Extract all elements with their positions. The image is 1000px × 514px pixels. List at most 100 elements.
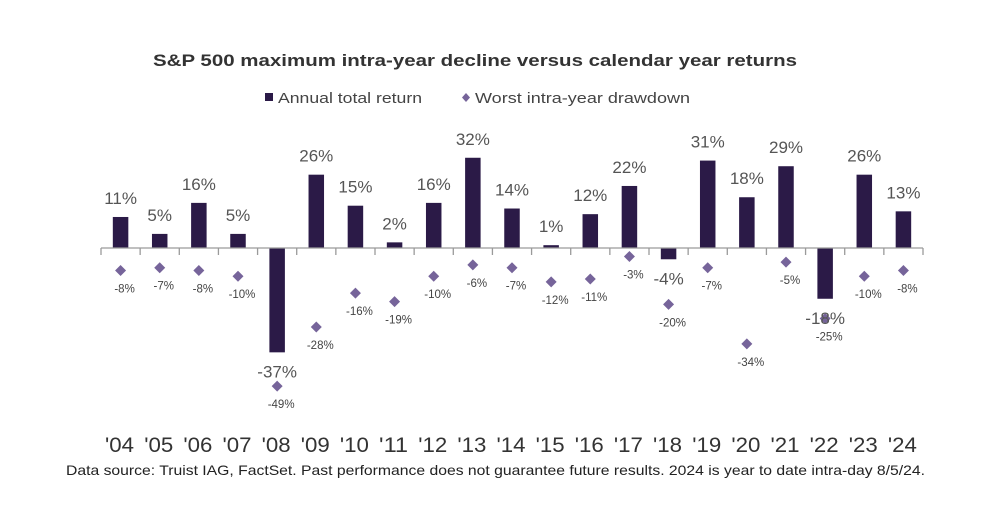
x-tick-label: '11: [379, 434, 408, 457]
drawdown-label-23: -10%: [855, 289, 882, 301]
bar-label-17: 22%: [612, 158, 646, 177]
bar-label-05: 5%: [147, 206, 172, 225]
bar-label-23: 26%: [847, 147, 881, 166]
bar-label-19: 31%: [691, 133, 725, 152]
plot-area: 11% 5% 16% 5% -37% 26% 15% 2% 16% 32% 14% 1% 12% 22% -…: [100, 130, 924, 457]
bar-label-13: 32%: [456, 130, 490, 149]
drawdown-label-04: -8%: [114, 284, 134, 296]
bar-21: [778, 166, 794, 248]
x-axis: [100, 247, 924, 255]
drawdown-diamond-09: [310, 321, 322, 333]
bar-label-11: 2%: [382, 214, 407, 233]
drawdown-diamond-11: [389, 296, 401, 308]
drawdown-label-15: -12%: [542, 295, 569, 307]
bar-20: [739, 197, 755, 248]
bar-07: [230, 233, 246, 248]
bar-23: [856, 174, 873, 248]
drawdown-markers: [115, 250, 909, 392]
drawdown-label-05: -7%: [153, 281, 173, 293]
drawdown-diamond-15: [545, 276, 557, 288]
bar-labels: 11% 5% 16% 5% -37% 26% 15% 2% 16% 32% 14% 1% 12% 22% -…: [104, 130, 920, 382]
drawdown-diamond-04: [115, 265, 127, 277]
bar-04: [112, 216, 129, 248]
drawdown-label-22: -25%: [816, 332, 843, 344]
drawdown-diamond-21: [780, 256, 792, 268]
drawdown-label-24: -8%: [897, 284, 917, 296]
drawdown-label-14: -7%: [506, 281, 526, 293]
bar-label-12: 16%: [417, 175, 451, 194]
x-tick-label: '22: [810, 434, 839, 457]
drawdown-label-08: -49%: [268, 399, 295, 411]
x-tick-label: '23: [849, 434, 878, 457]
drawdown-diamond-14: [506, 262, 518, 274]
x-tick-label: '09: [301, 434, 330, 457]
x-tick-label: '18: [653, 434, 682, 457]
x-tick-label: '13: [457, 434, 486, 457]
x-tick-label: '14: [497, 434, 526, 457]
x-tick-label: '20: [731, 434, 760, 457]
drawdown-label-16: -11%: [581, 292, 607, 304]
drawdown-diamond-18: [663, 298, 675, 310]
bar-label-10: 15%: [338, 178, 372, 197]
x-tick-labels: '04 '05 '06 '07 '08 '09 '10 '11 '12 '13 '14 '15 '16 '…: [105, 434, 917, 457]
bar-05: [151, 233, 168, 248]
x-tick-label: '19: [692, 434, 721, 457]
x-tick-label: '21: [771, 434, 800, 457]
bar-label-07: 5%: [226, 206, 251, 225]
legend-item-annual-total-return: Annual total return: [265, 90, 422, 107]
bar-label-06: 16%: [182, 175, 216, 194]
bar-16: [582, 214, 599, 248]
legend-label-worst-drawdown: Worst intra-year drawdown: [475, 90, 690, 107]
bar-06: [191, 202, 207, 248]
drawdown-diamond-13: [467, 259, 479, 271]
x-tick-label: '04: [105, 434, 134, 457]
bar-19: [699, 160, 716, 248]
drawdown-diamond-06: [193, 265, 205, 277]
x-tick-label: '16: [575, 434, 604, 457]
x-tick-label: '17: [614, 434, 643, 457]
bar-18: [660, 248, 677, 260]
drawdown-diamond-07: [232, 270, 244, 282]
drawdown-label-17: -3%: [623, 269, 643, 281]
bar-22: [817, 248, 833, 299]
legend-square-icon: [265, 93, 273, 101]
bar-10: [347, 205, 364, 248]
drawdown-label-06: -8%: [193, 284, 213, 296]
x-tick-label: '06: [183, 434, 212, 457]
bar-17: [621, 185, 638, 248]
bar-label-21: 29%: [769, 138, 803, 157]
drawdown-diamond-22: [819, 313, 831, 324]
bar-08: [269, 248, 285, 353]
bar-11: [386, 242, 403, 248]
bar-13: [465, 157, 481, 248]
bar-label-15: 1%: [539, 217, 564, 236]
drawdown-diamond-17: [623, 250, 635, 262]
drawdown-label-10: -16%: [346, 306, 373, 318]
drawdown-labels: -8% -7% -8% -10% -49% -28% -16% -19% -10% -6% -7% -…: [114, 269, 917, 411]
drawdown-label-21: -5%: [780, 275, 800, 287]
drawdown-label-13: -6%: [467, 278, 487, 290]
bar-24: [895, 211, 912, 248]
drawdown-diamond-08: [271, 380, 283, 392]
legend: Annual total return Worst intra-year dra…: [265, 90, 690, 107]
footnote: Data source: Truist IAG, FactSet. Past p…: [66, 462, 925, 478]
drawdown-label-19: -7%: [701, 281, 721, 293]
bar-label-16: 12%: [573, 186, 607, 205]
legend-item-worst-drawdown: Worst intra-year drawdown: [462, 90, 690, 107]
x-tick-label: '05: [144, 434, 173, 457]
drawdown-diamond-19: [702, 262, 714, 274]
x-tick-label: '08: [262, 434, 291, 457]
bar-label-09: 26%: [299, 147, 333, 166]
drawdown-label-12: -10%: [424, 289, 451, 301]
drawdown-label-09: -28%: [307, 340, 334, 352]
drawdown-diamond-23: [858, 270, 870, 282]
bar-12: [425, 202, 442, 248]
x-tick-label: '10: [340, 434, 369, 457]
legend-label-annual-total-return: Annual total return: [278, 90, 422, 107]
bar-14: [504, 208, 520, 248]
drawdown-diamond-20: [741, 338, 753, 350]
bar-label-04: 11%: [104, 189, 137, 208]
drawdown-diamond-16: [584, 273, 596, 285]
